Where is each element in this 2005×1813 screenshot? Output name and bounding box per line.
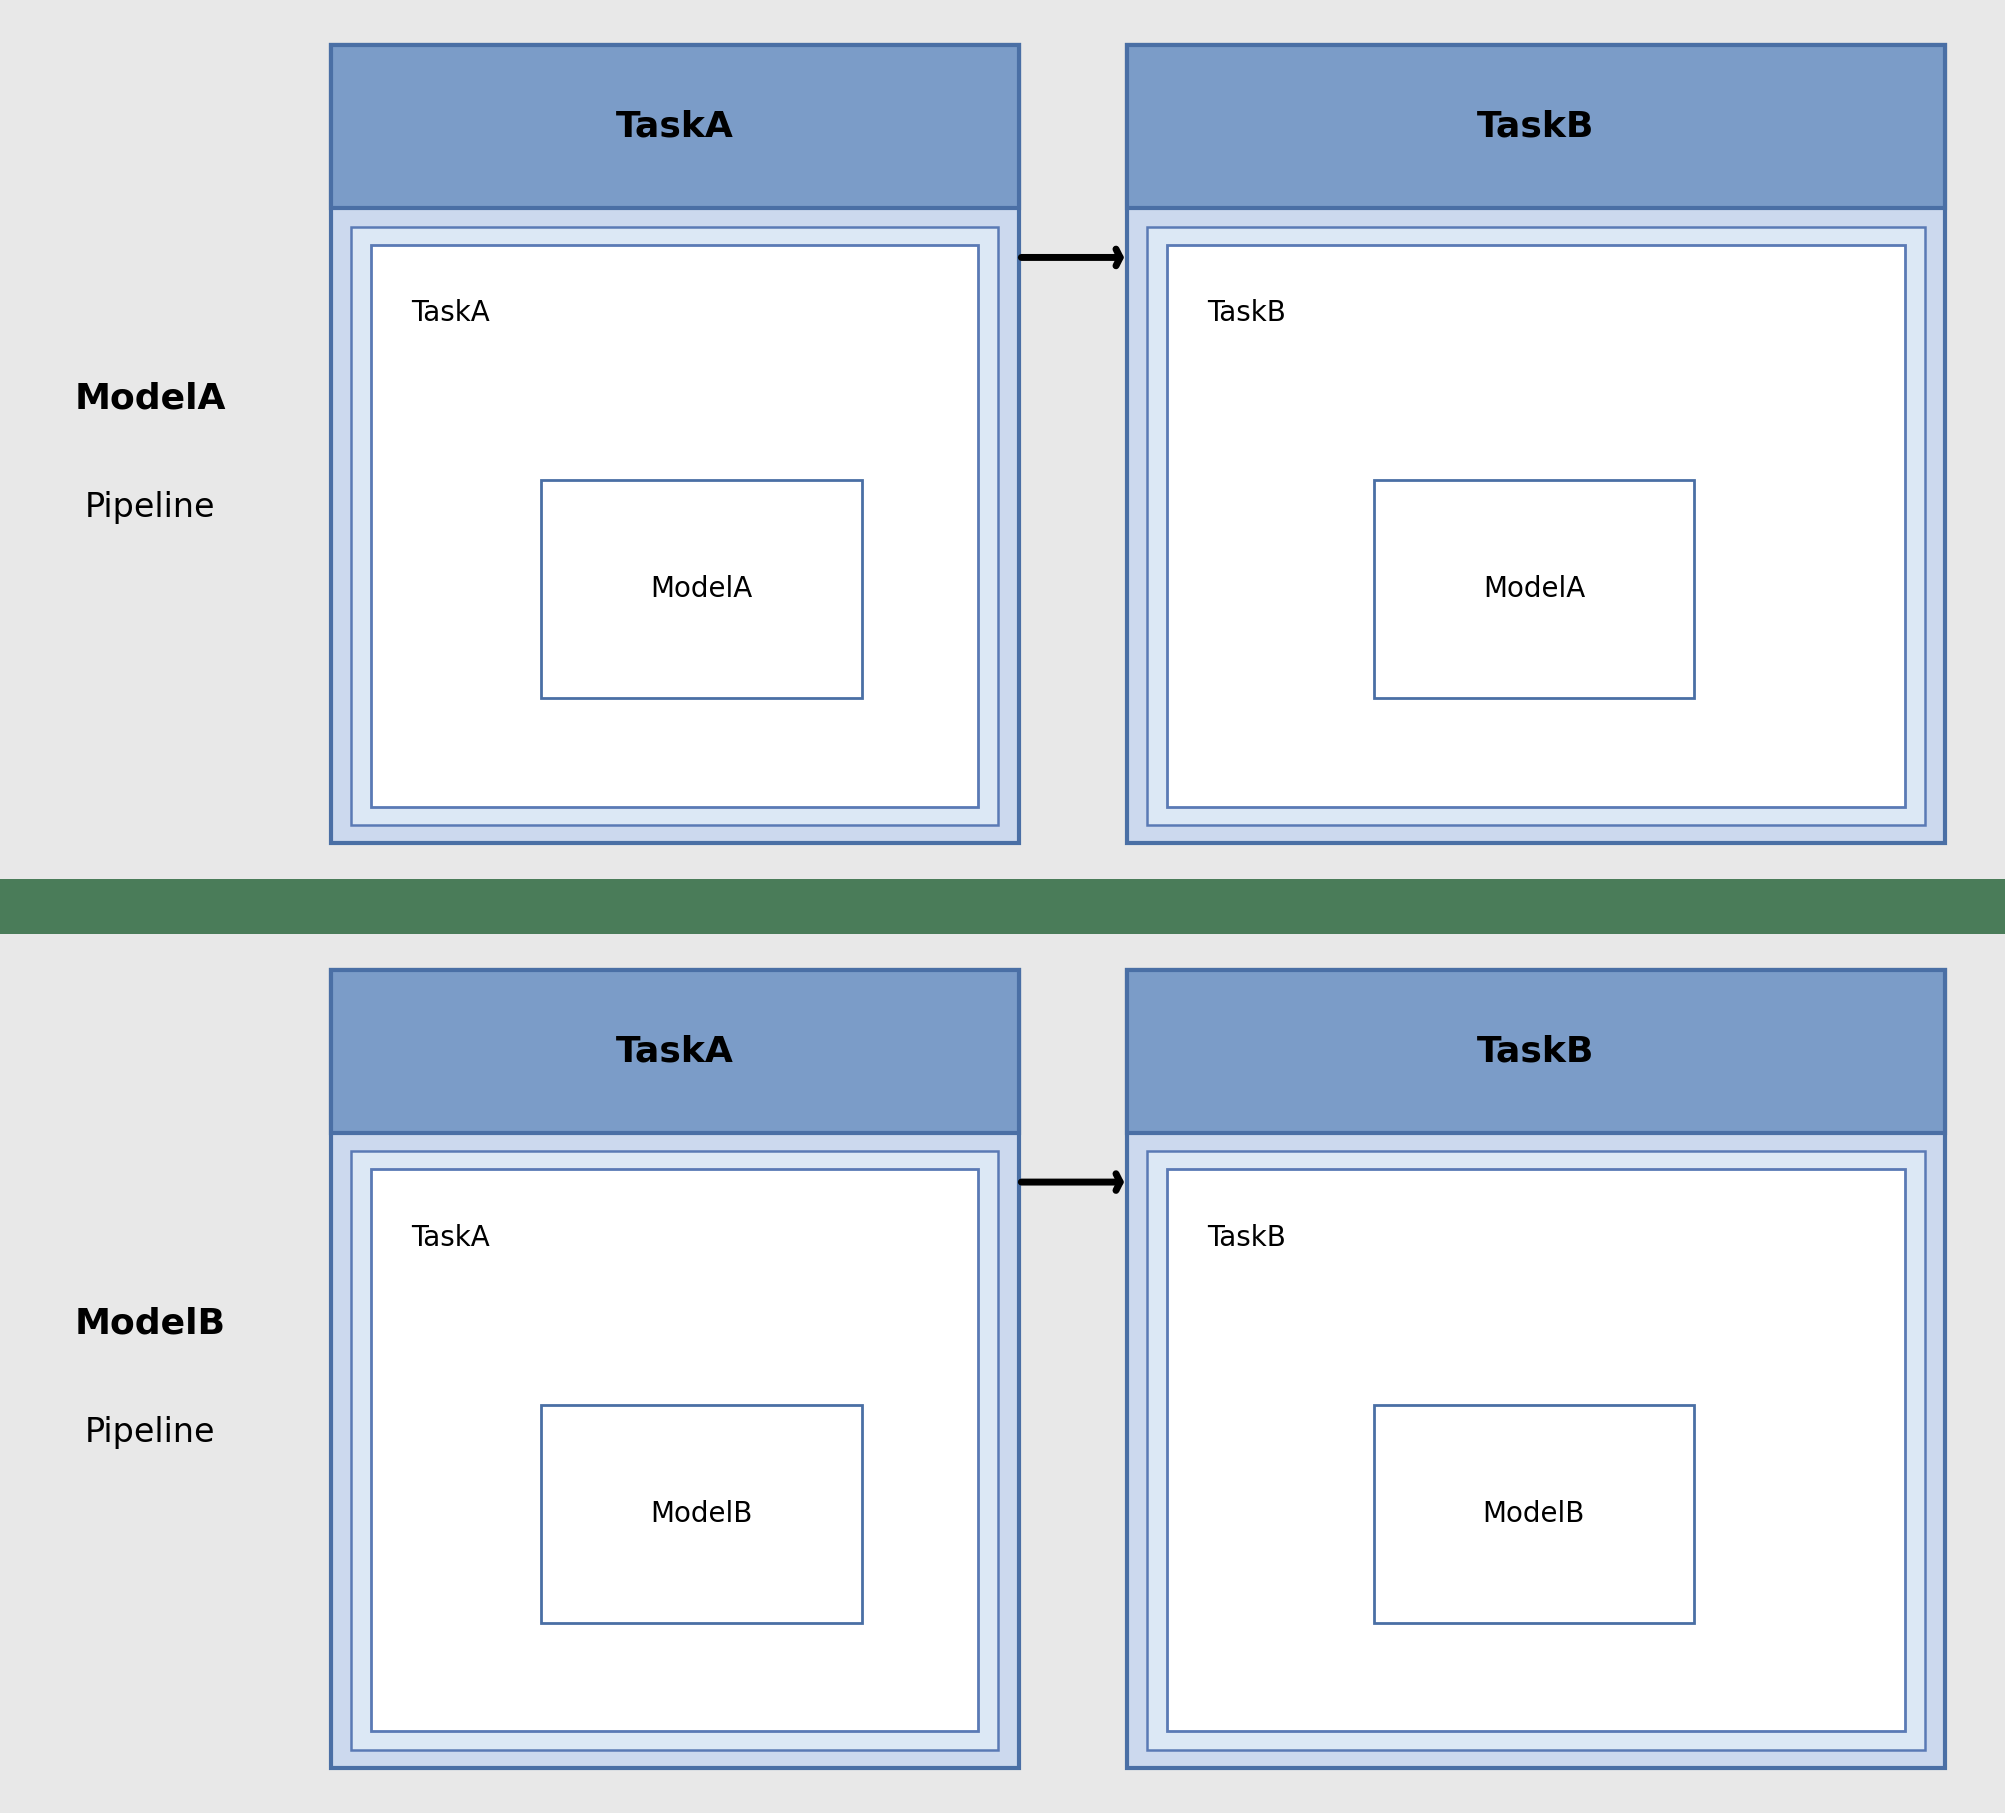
Text: ModelB: ModelB [1484, 1499, 1586, 1528]
Text: TaskA: TaskA [616, 1035, 734, 1068]
Text: Pipeline: Pipeline [84, 491, 217, 524]
Bar [541, 1405, 862, 1623]
Text: TaskA: TaskA [616, 111, 734, 143]
Text: Pipeline: Pipeline [84, 1416, 217, 1449]
Text: ModelA: ModelA [650, 575, 752, 604]
Text: ModelB: ModelB [650, 1499, 752, 1528]
Bar [331, 970, 1019, 1768]
Bar [1127, 45, 1945, 843]
Text: TaskB: TaskB [1207, 299, 1285, 326]
Bar [351, 1151, 998, 1750]
Bar [0, 879, 2005, 934]
Text: ModelA: ModelA [74, 383, 227, 415]
Text: TaskB: TaskB [1207, 1224, 1285, 1251]
Bar [371, 245, 978, 807]
Bar [541, 480, 862, 698]
Bar [1373, 480, 1694, 698]
Bar [1373, 1405, 1694, 1623]
Text: TaskA: TaskA [411, 299, 489, 326]
Bar [351, 227, 998, 825]
Text: ModelB: ModelB [74, 1307, 227, 1340]
Bar [1167, 245, 1905, 807]
Bar [1147, 1151, 1925, 1750]
Bar [331, 970, 1019, 1133]
Text: TaskB: TaskB [1478, 111, 1594, 143]
Bar [331, 45, 1019, 843]
Text: TaskA: TaskA [411, 1224, 489, 1251]
Bar [1127, 970, 1945, 1133]
Bar [1147, 227, 1925, 825]
Bar [1127, 970, 1945, 1768]
Text: ModelA: ModelA [1484, 575, 1586, 604]
Bar [371, 1169, 978, 1731]
Text: TaskB: TaskB [1478, 1035, 1594, 1068]
Bar [1127, 45, 1945, 208]
Bar [1167, 1169, 1905, 1731]
Bar [331, 45, 1019, 208]
